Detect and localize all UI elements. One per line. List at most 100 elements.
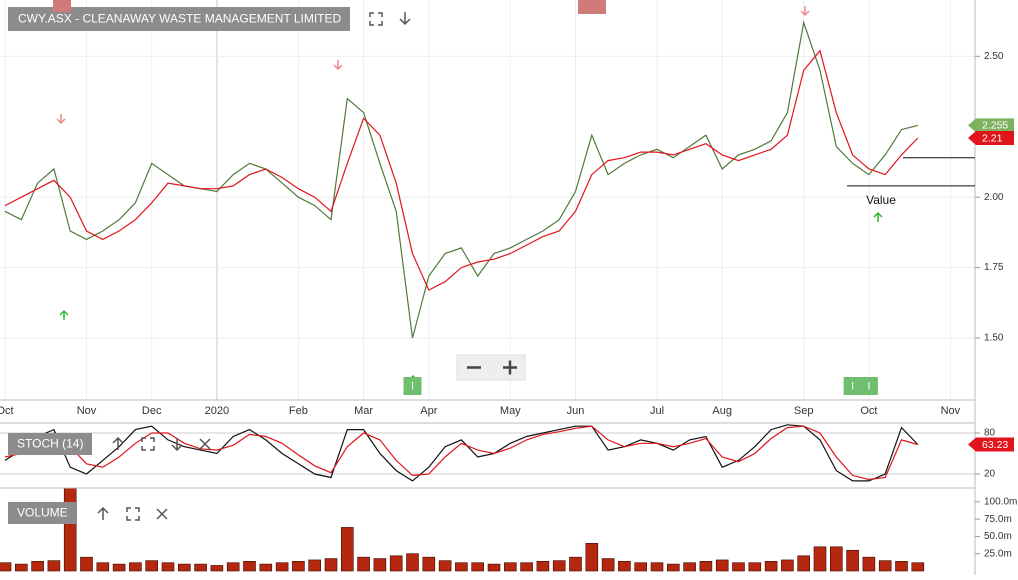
volume-bar	[764, 561, 778, 572]
x-tick-label: Sep	[794, 405, 814, 417]
volume-bar	[536, 561, 550, 572]
y-tick-label: 20	[984, 469, 996, 480]
volume-bar	[292, 561, 305, 572]
series-line	[4, 20, 918, 339]
panel-title: STOCH (14)	[17, 437, 83, 451]
volume-bar	[112, 563, 126, 572]
x-tick-label: Dec	[142, 405, 162, 417]
x-tick-label: Jun	[567, 405, 585, 417]
top-marker	[578, 0, 606, 14]
volume-bar	[618, 561, 631, 572]
volume-bar	[585, 543, 599, 572]
volume-bar	[422, 556, 436, 572]
volume-bar	[31, 561, 44, 572]
series-line	[4, 49, 919, 291]
y-tick-label: 2.50	[984, 51, 1004, 62]
volume-bar	[650, 562, 664, 572]
volume-bar	[781, 559, 794, 572]
panel-title: VOLUME	[17, 506, 68, 520]
volume-bar	[373, 558, 387, 572]
x-tick-label: Nov	[941, 405, 961, 417]
marker-box	[843, 377, 862, 395]
volume-bar	[748, 562, 762, 572]
volume-bar	[96, 562, 110, 572]
marker-label: I	[851, 380, 854, 392]
y-tick-label: 2.00	[984, 192, 1004, 203]
volume-bar	[406, 553, 419, 572]
volume-bar	[15, 563, 28, 572]
volume-bar	[80, 556, 93, 572]
volume-bar	[601, 558, 615, 572]
y-tick-label: 80	[984, 428, 996, 439]
volume-bar	[161, 562, 175, 572]
volume-bar	[178, 563, 191, 572]
y-tick-label: 1.75	[984, 262, 1004, 273]
y-tick-label: 100.0m	[984, 496, 1017, 507]
volume-bar	[47, 560, 61, 572]
price-tag-label: 63.23	[982, 439, 1008, 451]
marker-label: I	[867, 380, 870, 392]
x-tick-label: Jul	[650, 405, 664, 417]
stoch-label-box[interactable]	[8, 433, 92, 455]
volume-bar	[324, 558, 338, 572]
volume-bar	[455, 562, 468, 572]
volume-bar	[829, 546, 843, 572]
volume-bar	[210, 565, 224, 572]
volume-bar	[552, 560, 566, 572]
plot	[0, 20, 925, 572]
volume-bar	[487, 563, 501, 572]
volume-bar	[895, 561, 908, 572]
volume-bar	[0, 562, 12, 572]
volume-bar	[503, 562, 517, 572]
price-tag-label: 2.21	[982, 132, 1003, 144]
x-tick-label: Nov	[77, 405, 97, 417]
x-tick-label: Aug	[712, 405, 732, 417]
volume-bar	[308, 559, 322, 572]
marker-label: I	[411, 380, 414, 392]
volume-bar	[715, 559, 729, 572]
x-tick-label: Mar	[354, 405, 373, 417]
price-tag	[968, 118, 1014, 133]
zoom-controls[interactable]	[456, 354, 526, 381]
volume-bar	[129, 562, 142, 572]
y-tick-label: 75.0m	[984, 514, 1012, 525]
volume-bar	[634, 562, 648, 572]
volume-bar	[226, 562, 240, 572]
volume-bar	[813, 546, 827, 572]
volume-bar	[275, 562, 289, 572]
volume-bar	[357, 556, 370, 572]
x-tick-label: Feb	[289, 405, 308, 417]
volume-bar	[194, 563, 207, 572]
marker-box	[403, 377, 422, 395]
volume-bar	[145, 560, 158, 572]
series-line	[4, 424, 919, 482]
x-tick-label: Apr	[420, 405, 437, 417]
volume-bar	[389, 555, 403, 572]
series-line	[4, 425, 918, 481]
volume-bar	[259, 563, 273, 572]
volume-bar	[797, 555, 811, 572]
price-tag	[968, 437, 1014, 452]
volume-bar	[520, 562, 533, 572]
volume-bar	[862, 556, 876, 572]
y-tick-label: 50.0m	[984, 531, 1012, 542]
volume-bar	[666, 563, 680, 572]
volume-label-box[interactable]	[8, 502, 76, 524]
x-tick-label: May	[500, 405, 521, 417]
toolbar-icons[interactable]	[97, 12, 411, 521]
price-tag-label: 2.255	[982, 120, 1008, 132]
volume-bar	[846, 549, 859, 572]
volume-bar	[63, 487, 77, 572]
y-tick-label: 1.50	[984, 333, 1004, 344]
volume-bar	[683, 562, 696, 572]
volume-bar	[911, 562, 925, 572]
y-tick-label: 25.0m	[984, 548, 1012, 559]
annotation: Value	[866, 193, 896, 207]
chart-title: CWY.ASX - CLEANAWAY WASTE MANAGEMENT LIM…	[18, 12, 341, 26]
marker-box	[859, 377, 878, 395]
volume-bar	[243, 561, 256, 572]
volume-bar	[699, 561, 713, 572]
volume-bar	[878, 560, 892, 572]
volume-bar	[340, 527, 354, 572]
